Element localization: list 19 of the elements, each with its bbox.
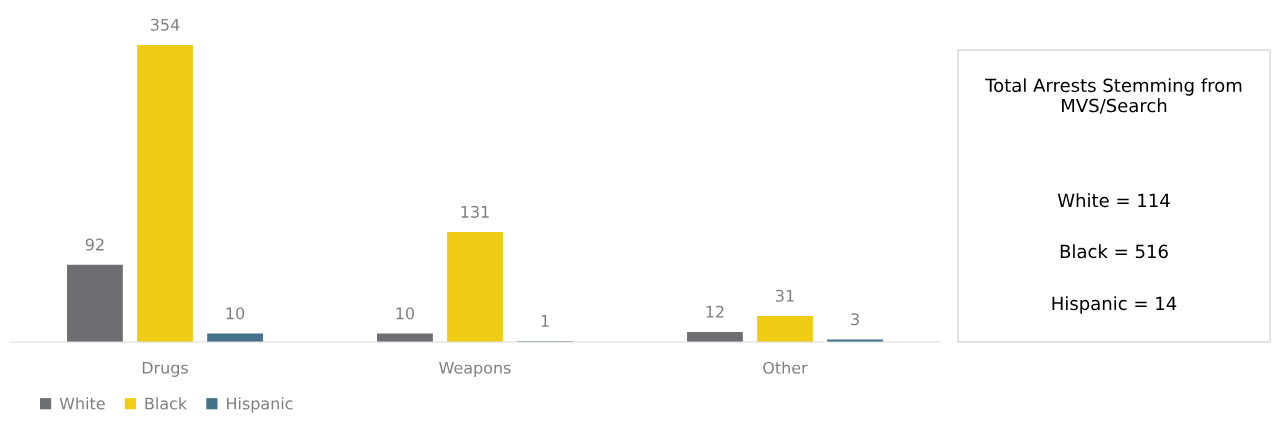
data-label: 92	[85, 238, 104, 251]
data-label: 354	[150, 18, 180, 31]
data-label: 12	[706, 305, 724, 318]
text: Black = 516	[1060, 244, 1168, 259]
data-label: 1	[541, 315, 549, 327]
text: Total Arrests Stemming from MVS/Search	[985, 78, 1242, 114]
x-tick-label: Weapons	[439, 361, 511, 377]
data-label: 10	[226, 307, 245, 320]
data-label: 131	[461, 205, 489, 218]
text: Hispanic = 14	[1052, 296, 1177, 314]
legend-label: Hispanic	[227, 397, 293, 413]
x-tick-label: Drugs	[142, 361, 188, 377]
data-label: 10	[396, 307, 415, 320]
data-label: 31	[776, 289, 794, 302]
legend-label: White	[59, 397, 105, 410]
legend-label: Black	[145, 397, 188, 410]
x-tick-label: Other	[763, 361, 808, 374]
data-label: 3	[851, 313, 859, 326]
text: White = 114	[1057, 193, 1170, 208]
